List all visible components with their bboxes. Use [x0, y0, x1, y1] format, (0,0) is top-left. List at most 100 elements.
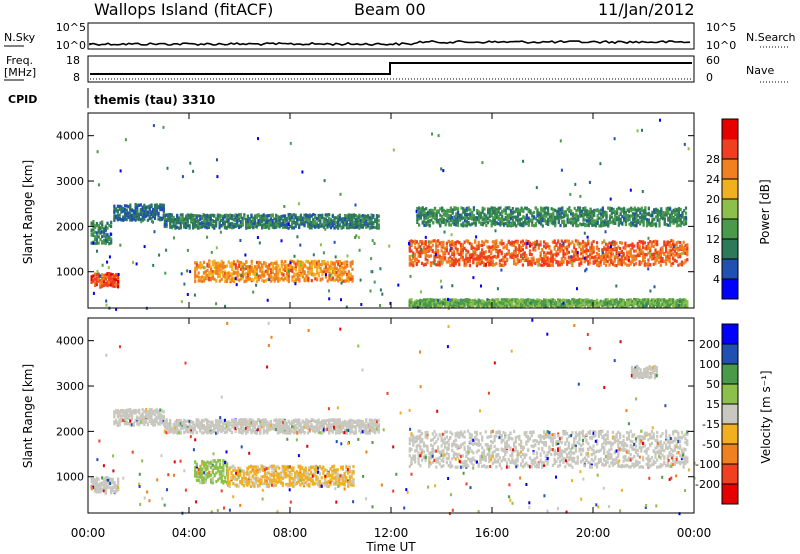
echo-cell	[426, 298, 429, 302]
echo-cell	[456, 251, 459, 255]
echo-cell	[263, 261, 266, 265]
noise-sky-label: N.Sky	[4, 31, 36, 44]
echo-cell	[626, 257, 629, 261]
echo-cell	[245, 218, 248, 222]
echo-cell	[486, 258, 489, 262]
echo-cell	[560, 246, 563, 250]
echo-cell	[610, 254, 613, 258]
echo-cell	[672, 239, 675, 243]
echo-cell	[442, 302, 445, 306]
echo-cell	[453, 215, 456, 219]
echo-cell	[414, 245, 417, 249]
echo-cell	[300, 273, 303, 277]
echo-cell	[215, 270, 218, 274]
echo-cell	[268, 214, 271, 218]
echo-cell	[293, 260, 296, 264]
echo-cell	[197, 226, 200, 230]
echo-cell	[461, 251, 464, 255]
echo-cell	[202, 260, 206, 264]
echo-cell	[104, 233, 107, 237]
echo-cell	[642, 242, 645, 246]
echo-cell	[292, 213, 295, 217]
echo-cell	[104, 236, 107, 240]
echo-cell	[630, 223, 633, 228]
echo-cell	[340, 261, 343, 266]
echo-cell	[534, 243, 537, 247]
echo-cell	[408, 247, 411, 251]
echo-cell	[206, 219, 209, 223]
echo-cell	[296, 262, 299, 266]
echo-cell	[215, 224, 218, 228]
echo-cell	[257, 214, 260, 218]
echo-cell	[455, 220, 458, 224]
echo-cell	[317, 271, 320, 276]
echo-cell	[186, 224, 189, 228]
echo-cell	[583, 259, 586, 263]
echo-cell	[289, 268, 292, 273]
echo-cell	[447, 251, 450, 255]
echo-cell	[651, 210, 654, 214]
echo-cell	[485, 219, 488, 223]
echo-cell	[163, 216, 166, 220]
echo-cell	[654, 258, 657, 263]
echo-cell	[102, 227, 106, 231]
cpid-label: CPID	[8, 93, 37, 106]
echo-cell	[435, 209, 438, 213]
echo-cell	[505, 257, 509, 261]
echo-cell	[440, 304, 443, 308]
echo-cell	[513, 215, 516, 219]
echo-cell	[444, 301, 447, 305]
echo-cell	[608, 258, 611, 262]
echo-cell	[115, 215, 118, 220]
echo-cell	[663, 217, 666, 221]
echo-cell	[644, 214, 647, 219]
echo-cell	[682, 261, 685, 265]
echo-cell	[590, 241, 593, 245]
echo-cell	[354, 223, 357, 227]
echo-cell	[351, 279, 354, 283]
echo-cell	[422, 245, 425, 249]
echo-cell	[161, 216, 164, 220]
echo-cell	[252, 267, 255, 271]
echo-cell	[143, 203, 146, 207]
echo-cell	[518, 218, 521, 222]
echo-cell	[424, 262, 427, 266]
echo-cell	[95, 235, 98, 239]
echo-cell	[148, 217, 151, 221]
echo-cell	[236, 270, 239, 274]
echo-cell	[669, 214, 672, 218]
echo-cell	[560, 257, 563, 261]
echo-cell	[183, 219, 186, 223]
echo-cell	[421, 220, 424, 224]
echo-cell	[207, 214, 211, 218]
echo-cell	[667, 216, 670, 220]
echo-cell	[665, 243, 668, 247]
echo-cell	[616, 218, 619, 222]
echo-cell	[330, 260, 333, 264]
echo-cell	[342, 269, 345, 273]
echo-cell	[592, 260, 595, 264]
echo-cell	[481, 243, 484, 248]
echo-cell	[213, 262, 216, 266]
echo-region-0	[90, 220, 113, 246]
echo-cell	[499, 217, 502, 221]
echo-cell	[253, 217, 257, 221]
echo-cell	[487, 211, 490, 215]
echo-cell	[307, 266, 310, 271]
echo-cell	[206, 264, 209, 268]
echo-cell	[528, 241, 532, 245]
echo-cell	[548, 246, 551, 250]
echo-cell	[351, 224, 354, 228]
echo-cell	[456, 301, 459, 305]
echo-cell	[484, 250, 487, 254]
echo-cell	[665, 262, 668, 266]
echo-cell	[321, 273, 324, 277]
echo-cell	[145, 206, 148, 210]
echo-cell	[419, 299, 422, 303]
echo-cell	[523, 251, 526, 255]
echo-cell	[250, 266, 253, 270]
echo-cell	[513, 253, 516, 257]
echo-cell	[459, 249, 463, 253]
echo-cell	[229, 213, 232, 218]
echo-cell	[668, 250, 671, 255]
